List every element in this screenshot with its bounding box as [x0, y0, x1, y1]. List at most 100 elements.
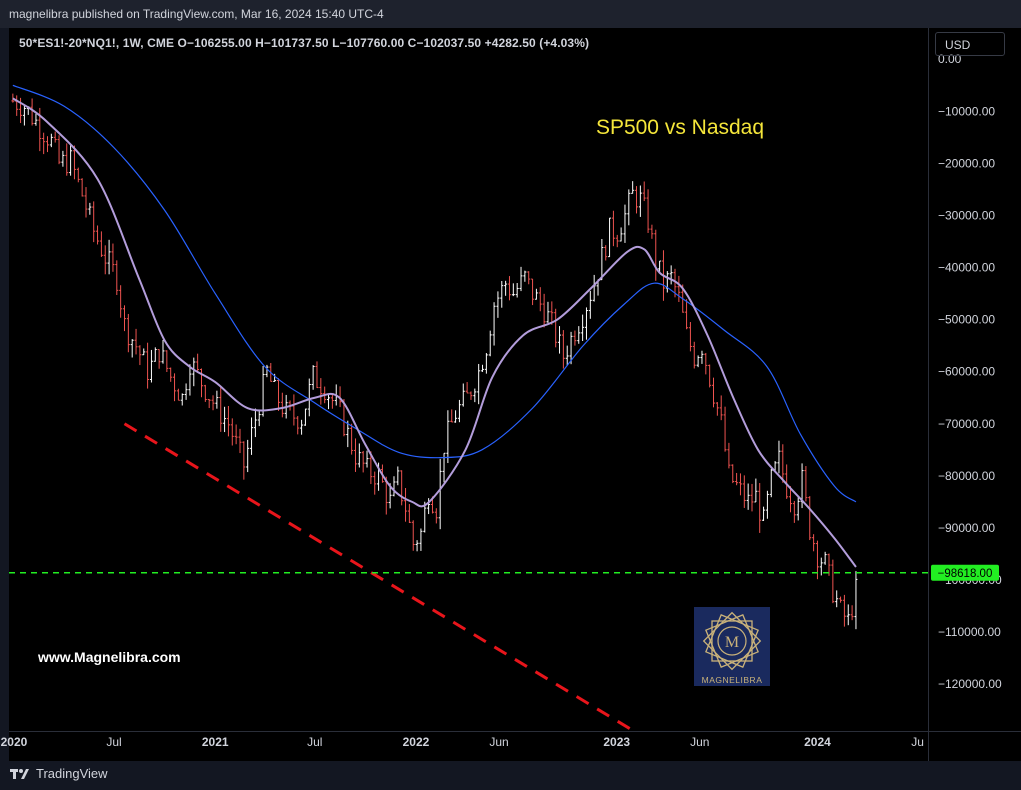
- candle: [738, 473, 742, 496]
- candle: [627, 189, 631, 226]
- candle: [789, 486, 793, 513]
- x-tick-label: 2024: [804, 735, 831, 749]
- candle: [565, 345, 569, 366]
- time-axis[interactable]: [9, 731, 928, 762]
- candle: [604, 245, 608, 261]
- candle: [280, 392, 284, 418]
- candle: [619, 227, 623, 242]
- tradingview-icon: [10, 768, 29, 779]
- y-tick-label: −40000.00: [938, 261, 995, 275]
- candle: [22, 104, 26, 126]
- level-label: −98618.00: [931, 564, 999, 581]
- candle: [223, 406, 227, 433]
- symbol-legend: 50*ES1!-20*NQ1!, 1W, CME O−106255.00 H−1…: [19, 36, 590, 50]
- candle: [423, 501, 427, 533]
- candle: [307, 378, 311, 417]
- candle: [146, 342, 150, 389]
- candle: [542, 293, 546, 328]
- candle: [592, 274, 596, 302]
- candle: [253, 408, 257, 438]
- candle: [839, 596, 843, 603]
- ma-fast-line: [12, 97, 857, 568]
- candle: [427, 498, 431, 515]
- candle: [96, 225, 100, 245]
- candle: [781, 444, 785, 483]
- candle: [642, 181, 646, 202]
- footer: [0, 761, 1021, 790]
- x-tick-label: Jul: [307, 735, 322, 749]
- candle: [88, 202, 92, 215]
- candle: [731, 464, 735, 484]
- candle: [611, 210, 615, 247]
- candle: [203, 384, 207, 402]
- candle: [792, 500, 796, 523]
- candle: [138, 345, 142, 366]
- candle: [685, 299, 689, 330]
- candle: [754, 478, 758, 503]
- candle: [330, 394, 334, 409]
- candle: [796, 497, 800, 521]
- candle: [196, 353, 200, 373]
- x-tick-label: 2021: [202, 735, 229, 749]
- candle: [327, 394, 331, 410]
- candle: [188, 364, 192, 396]
- candle: [180, 393, 184, 406]
- y-tick-label: −60000.00: [938, 365, 995, 379]
- candle: [407, 504, 411, 524]
- candle: [635, 186, 639, 214]
- candle: [719, 395, 723, 421]
- svg-text:MAGNELIBRA: MAGNELIBRA: [702, 675, 763, 685]
- candle: [496, 291, 500, 318]
- candle: [169, 367, 173, 382]
- candle: [165, 350, 169, 373]
- candle: [534, 288, 538, 300]
- candle: [785, 464, 789, 499]
- candle: [850, 605, 854, 621]
- candle: [692, 341, 696, 369]
- x-tick-label: Ju: [911, 735, 924, 749]
- candle: [507, 276, 511, 301]
- candle: [812, 534, 816, 552]
- candle: [500, 280, 504, 308]
- candle: [246, 439, 250, 473]
- candle: [400, 470, 404, 506]
- candle: [608, 217, 612, 258]
- candle: [346, 420, 350, 448]
- candle: [230, 418, 234, 446]
- candle: [142, 348, 146, 356]
- candle: [823, 551, 827, 565]
- candle: [454, 410, 458, 423]
- candle: [111, 243, 115, 272]
- candle: [515, 283, 519, 298]
- candle: [646, 189, 650, 233]
- candle: [527, 271, 531, 285]
- candle: [519, 266, 523, 292]
- price-axis[interactable]: [928, 28, 1021, 731]
- candle: [392, 476, 396, 497]
- candle: [404, 488, 408, 522]
- x-tick-label: Jul: [106, 735, 121, 749]
- candle: [808, 496, 812, 541]
- candle: [161, 339, 165, 364]
- currency-button[interactable]: USD: [935, 32, 1005, 56]
- candle: [419, 528, 423, 551]
- candle: [157, 349, 161, 369]
- candle: [300, 419, 304, 435]
- candle: [72, 145, 76, 180]
- x-tick-label: 2023: [603, 735, 630, 749]
- y-tick-label: −120000.00: [938, 677, 1002, 691]
- candle: [742, 475, 746, 508]
- candle: [677, 275, 681, 302]
- y-tick-label: −20000.00: [938, 156, 995, 170]
- candle: [296, 415, 300, 435]
- candle: [727, 442, 731, 469]
- candle: [769, 468, 773, 498]
- candle: [750, 483, 754, 512]
- candle: [49, 133, 53, 148]
- candle: [762, 506, 766, 521]
- candle: [234, 424, 238, 445]
- tradingview-logo[interactable]: TradingView: [10, 766, 108, 781]
- top-bar: magnelibra published on TradingView.com,…: [0, 0, 1021, 28]
- candle: [523, 270, 527, 282]
